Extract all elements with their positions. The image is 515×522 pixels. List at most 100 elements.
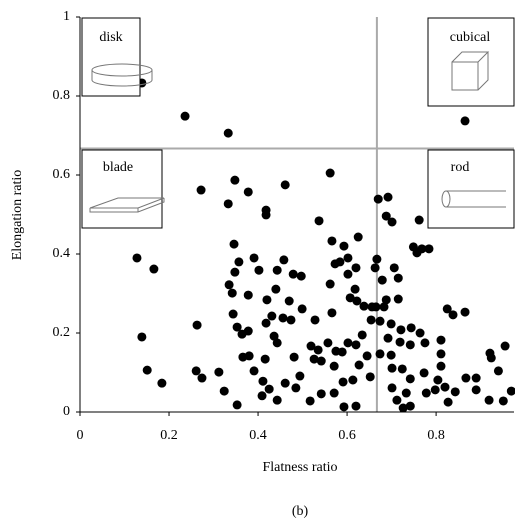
y-axis-label: Elongation ratio (10, 170, 25, 261)
point (234, 257, 244, 267)
point (339, 402, 349, 412)
point (351, 401, 361, 411)
y-tick-label: 0.8 (53, 88, 71, 103)
point (316, 389, 326, 399)
point (338, 377, 348, 387)
point (297, 304, 307, 314)
disk-icon (91, 63, 153, 87)
point (345, 293, 355, 303)
region-label: blade (103, 160, 133, 175)
point (295, 371, 305, 381)
point (267, 311, 277, 321)
point (223, 128, 233, 138)
point (352, 296, 362, 306)
point (339, 241, 349, 251)
point (433, 375, 443, 385)
point (440, 382, 450, 392)
point (249, 366, 259, 376)
point (365, 372, 375, 382)
point (421, 388, 431, 398)
point (335, 257, 345, 267)
point (305, 396, 315, 406)
point (383, 192, 393, 202)
cube-icon (451, 51, 490, 91)
point (393, 273, 403, 283)
point (258, 376, 268, 386)
point (493, 366, 503, 376)
point (448, 310, 458, 320)
point (269, 331, 279, 341)
point (484, 395, 494, 405)
point (286, 315, 296, 325)
point (350, 284, 360, 294)
point (142, 365, 152, 375)
point (243, 187, 253, 197)
point (314, 216, 324, 226)
point (375, 349, 385, 359)
point (450, 387, 460, 397)
plot-layer: 0 0.2 0.4 0.6 0.8 1 0 0.2 0.4 0.6 0.8 (53, 9, 515, 443)
point (180, 111, 190, 121)
disk-box (81, 17, 141, 97)
point (325, 279, 335, 289)
point (386, 319, 396, 329)
region-label: cubical (450, 30, 491, 45)
point (260, 354, 270, 364)
point (197, 373, 207, 383)
region-label: rod (451, 160, 470, 175)
point (262, 295, 272, 305)
point (329, 388, 339, 398)
point (486, 353, 496, 363)
point (354, 360, 364, 370)
point (219, 386, 229, 396)
point (343, 338, 353, 348)
point (442, 304, 452, 314)
point (272, 338, 282, 348)
point (309, 354, 319, 364)
point (296, 271, 306, 281)
point (401, 388, 411, 398)
point (381, 211, 391, 221)
y-tick-label: 0.2 (53, 325, 71, 340)
point (272, 395, 282, 405)
point (306, 341, 316, 351)
point (157, 378, 167, 388)
y-tick-label: 0.6 (53, 167, 71, 182)
point (271, 284, 281, 294)
point (227, 288, 237, 298)
point (430, 385, 440, 395)
point (288, 269, 298, 279)
x-tick-label: 0.8 (427, 428, 445, 443)
point (375, 316, 385, 326)
point (436, 349, 446, 359)
point (398, 403, 408, 413)
point (460, 307, 470, 317)
point (289, 352, 299, 362)
point (232, 322, 242, 332)
point (343, 253, 353, 263)
point (316, 356, 326, 366)
point (372, 254, 382, 264)
point (397, 364, 407, 374)
point (387, 383, 397, 393)
point (371, 302, 381, 312)
point (214, 367, 224, 377)
point (373, 194, 383, 204)
point (506, 386, 515, 396)
point (348, 375, 358, 385)
point (443, 397, 453, 407)
point (272, 265, 282, 275)
point (313, 345, 323, 355)
point (327, 308, 337, 318)
point (228, 309, 238, 319)
x-tick-label: 0.6 (338, 428, 356, 443)
point (325, 168, 335, 178)
point (264, 384, 274, 394)
x-tick-label: 0 (77, 428, 84, 443)
y-tick-label: 1 (63, 9, 70, 24)
point (362, 351, 372, 361)
x-axis-label: Flatness ratio (262, 460, 337, 475)
point (383, 333, 393, 343)
